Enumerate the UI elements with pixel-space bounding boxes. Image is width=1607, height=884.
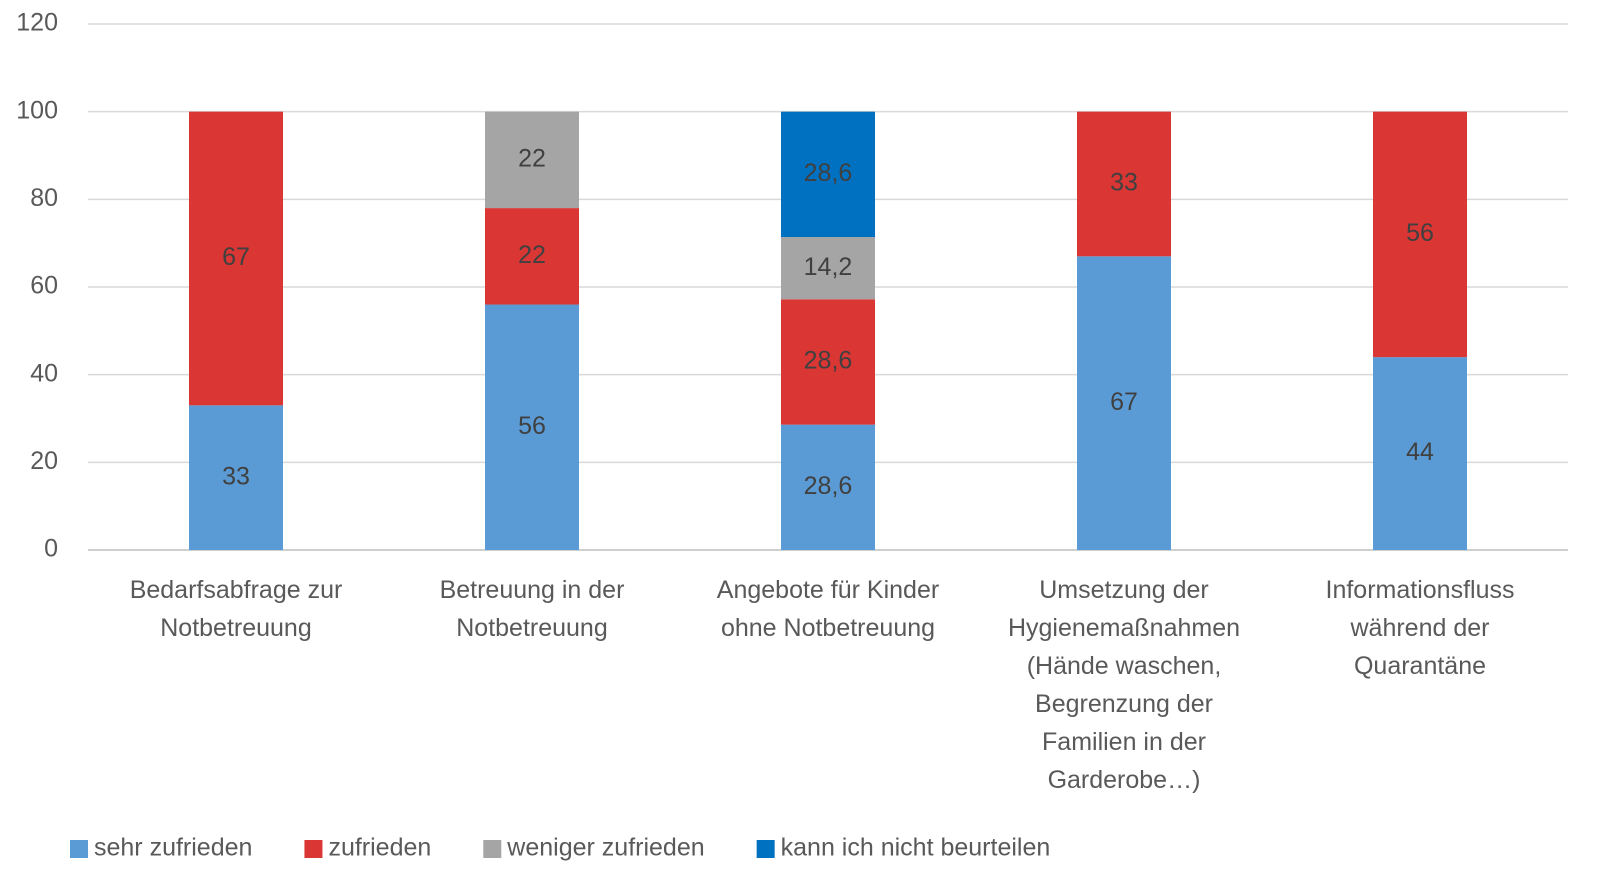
y-tick-label: 120 xyxy=(16,9,58,37)
bar-segment xyxy=(485,304,579,550)
y-tick-label: 0 xyxy=(44,535,58,563)
data-label: 28,6 xyxy=(804,347,853,375)
bar-segment xyxy=(781,237,875,300)
y-tick-label: 60 xyxy=(30,272,58,300)
data-label: 28,6 xyxy=(804,159,853,187)
x-tick-label: Betreuung in der Notbetreuung xyxy=(440,576,625,642)
bar-segment xyxy=(1077,111,1171,257)
bar-segment xyxy=(1373,111,1467,358)
bar-segment xyxy=(1077,256,1171,550)
data-label: 22 xyxy=(518,144,546,172)
bar-segment xyxy=(189,405,283,550)
bar-segment xyxy=(1373,357,1467,550)
data-label: 56 xyxy=(1406,219,1434,247)
bar-segment xyxy=(189,111,283,406)
legend-label: sehr zufrieden xyxy=(94,834,252,862)
legend-swatch xyxy=(70,840,88,858)
x-tick-label: Angebote für Kinder ohne Notbetreuung xyxy=(717,576,939,642)
legend-label: zufrieden xyxy=(328,834,431,862)
legend-swatch xyxy=(483,840,502,858)
legend-label: weniger zufrieden xyxy=(506,834,704,862)
data-label: 33 xyxy=(1110,169,1138,197)
y-tick-label: 80 xyxy=(30,184,58,212)
data-label: 33 xyxy=(222,462,250,490)
y-tick-label: 20 xyxy=(30,447,58,475)
data-label: 14,2 xyxy=(804,253,853,281)
bar-segment xyxy=(781,424,875,550)
bar-segment xyxy=(781,111,875,238)
data-label: 28,6 xyxy=(804,472,853,500)
legend-label: kann ich nicht beurteilen xyxy=(781,834,1051,862)
data-label: 56 xyxy=(518,412,546,440)
x-tick-label: Umsetzung der Hygienemaßnahmen (Hände wasc… xyxy=(1008,576,1240,794)
y-tick-label: 40 xyxy=(30,359,58,387)
y-tick-label: 100 xyxy=(16,96,58,124)
x-tick-label: Informationsfluss während der Quarantäne xyxy=(1326,576,1515,680)
x-tick-label: Bedarfsabfrage zur Notbetreuung xyxy=(130,576,343,642)
bar-segment xyxy=(485,111,579,209)
data-label: 67 xyxy=(222,243,250,271)
legend-swatch xyxy=(304,840,323,858)
bar-segment xyxy=(781,299,875,425)
data-label: 22 xyxy=(518,241,546,269)
legend-swatch xyxy=(756,840,775,858)
data-label: 44 xyxy=(1406,438,1434,466)
data-label: 67 xyxy=(1110,388,1138,416)
bar-segment xyxy=(485,208,579,305)
